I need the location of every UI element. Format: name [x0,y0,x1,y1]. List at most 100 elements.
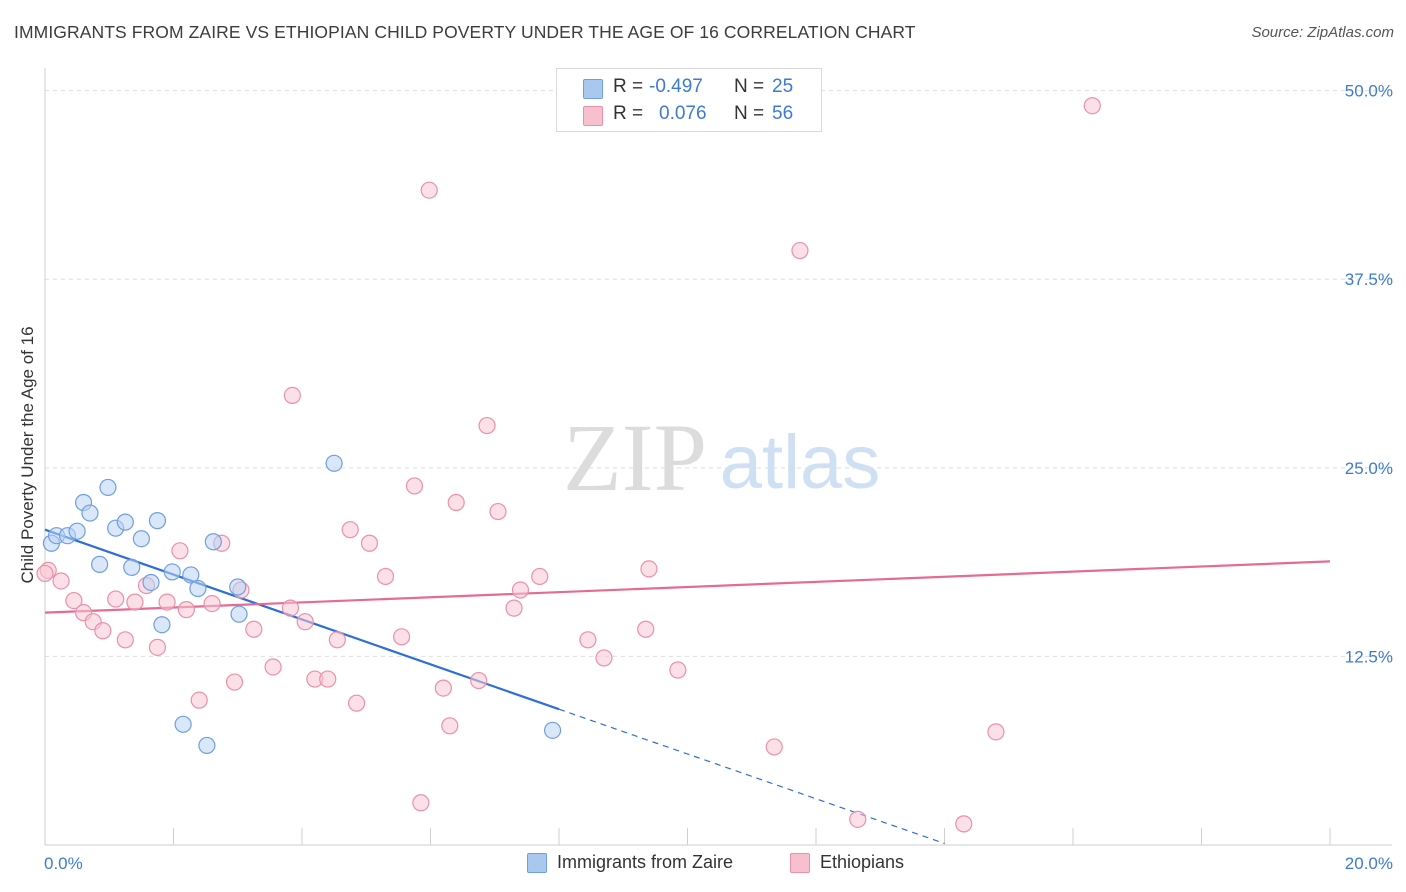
y-tick-label: 50.0% [1345,82,1393,101]
r-label: R = [613,103,644,124]
y-tick-label: 37.5% [1345,270,1393,289]
ethiopians-point [348,694,366,712]
zaire-point [142,573,160,592]
ethiopians-point [341,521,359,539]
ethiopians-point [148,638,167,656]
ethiopians-point [65,591,83,610]
stats-legend: R = -0.497 N = 25 R = 0.076 N = 56 [556,68,822,132]
zaire-point [198,736,216,755]
legend-label: Ethiopians [820,852,905,872]
zaire-point [148,512,167,530]
data-points [36,97,1101,833]
zaire-point [68,522,86,540]
ethiopians-point [158,593,176,611]
ethiopians-point [328,631,346,649]
ethiopians-point [579,631,597,649]
ethiopians-point [225,673,244,691]
ethiopians-point [470,671,488,690]
ethiopians-point [245,620,263,638]
ethiopians-point [283,386,301,404]
zaire-swatch-icon [583,79,603,99]
zaire-point [204,533,222,551]
zaire-point [182,566,200,584]
zaire-point [230,605,248,623]
x-tick-label-max: 20.0% [1345,854,1393,873]
r-value: -0.497 [649,76,703,97]
zaire-point [174,715,192,733]
ethiopians-point [296,613,314,631]
ethiopians-point [171,542,189,560]
source-credit: Source: ZipAtlas.com [1251,24,1394,41]
zaire-point [123,558,141,576]
ethiopians-point [637,620,655,638]
n-label: N = [734,76,765,97]
ethiopians-point [478,416,496,435]
ethiopians-point [319,670,337,688]
chart-title: IMMIGRANTS FROM ZAIRE VS ETHIOPIAN CHILD… [14,22,916,42]
ethiopians-legend-icon [790,853,810,873]
zaire-point [543,721,562,739]
zaire-point [325,454,343,472]
x-tick-label-min: 0.0% [44,854,83,873]
ethiopians-point [441,717,459,735]
zaire-legend-icon [527,853,547,873]
ethiopians-point [203,595,221,613]
n-value: 56 [772,103,794,124]
ethiopians-point [126,593,144,611]
zaire-point [99,478,117,497]
ethiopians-point [94,622,112,640]
ethiopians-point [791,241,809,260]
n-label: N = [734,103,765,124]
ethiopians-point [177,601,195,619]
ethiopians-point [765,738,783,756]
ethiopians-point [392,628,411,646]
watermark-zip: ZIP [563,404,707,511]
ethiopians-point [640,560,658,578]
ethiopians-trend-line [44,560,1331,614]
y-tick-label: 25.0% [1345,459,1393,478]
ethiopians-point [52,572,70,590]
n-value: 25 [772,76,794,97]
ethiopians-point [1083,97,1101,115]
ethiopians-point [669,661,687,679]
ethiopians-point [987,723,1005,741]
ethiopians-point [434,679,452,697]
ethiopians-point [281,599,300,617]
ethiopians-point [360,534,379,552]
zaire-point [132,530,150,548]
ethiopians-swatch-icon [583,106,603,126]
zaire-point [116,513,134,531]
axes [44,68,1392,846]
ethiopians-point [116,631,134,649]
ethiopians-point [376,567,395,586]
grid-lines [45,90,1392,657]
zaire-point [91,555,109,573]
zaire-point [153,616,171,634]
zaire-trend-extension [558,708,945,845]
ethiopians-point [505,599,523,617]
ethiopians-point [595,649,613,667]
ethiopians-point [849,810,867,828]
legend-label: Immigrants from Zaire [557,852,734,872]
ethiopians-point [447,493,465,512]
ethiopians-point [264,658,282,676]
ethiopians-point [405,477,424,495]
ethiopians-point [489,502,507,521]
ethiopians-point [190,691,208,709]
ethiopians-point [955,815,973,833]
zaire-point [81,504,99,522]
ethiopians-point [420,181,438,199]
watermark-atlas: atlas [720,420,881,505]
y-tick-label: 12.5% [1345,647,1393,666]
ethiopians-point [531,567,549,586]
ethiopians-point [412,794,430,812]
zaire-point [163,563,181,581]
zaire-point [189,579,207,598]
ethiopians-point [36,564,54,583]
ethiopians-point [511,581,530,599]
tick-labels: 12.5% 25.0% 37.5% 50.0% 0.0% 20.0% [44,82,1393,873]
zaire-point [229,578,247,596]
r-label: R = [613,76,644,97]
ethiopians-point [107,590,125,608]
